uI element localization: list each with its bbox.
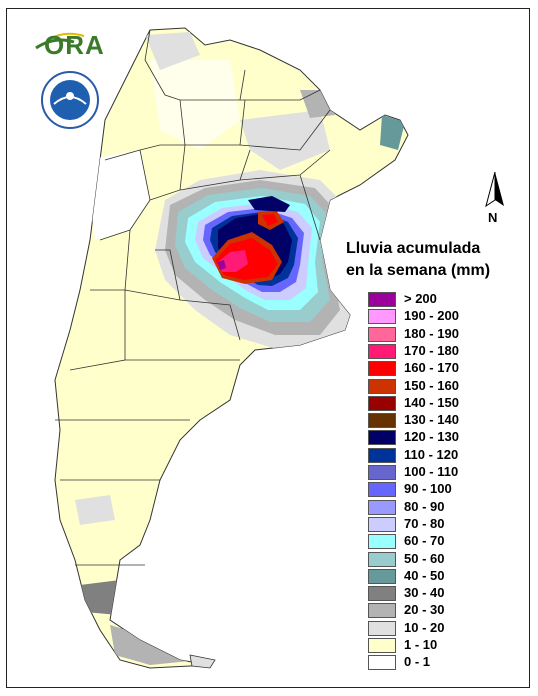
ora-logo-icon (35, 32, 85, 50)
legend-label: 180 - 190 (404, 325, 459, 341)
legend-label: 70 - 80 (404, 515, 445, 531)
legend-title-line-2: en la semana (mm) (346, 262, 491, 279)
legend-item: 100 - 110 (368, 463, 518, 483)
legend-item: 10 - 20 (368, 619, 518, 639)
legend-label: 100 - 110 (404, 464, 459, 479)
legend-label: 30 - 40 (404, 585, 445, 601)
legend-label: 60 - 70 (404, 533, 445, 549)
legend-label: 90 - 100 (404, 481, 452, 497)
rain-zone-0-1-north (150, 60, 240, 150)
north-arrow-icon (485, 171, 504, 208)
legend-item: 0 - 1 (368, 653, 518, 673)
legend-swatch (368, 326, 396, 342)
legend-label: 120 - 130 (404, 429, 459, 445)
legend-swatch (368, 447, 396, 463)
legend-swatch (368, 586, 396, 602)
north-arrow-label: N (488, 210, 498, 225)
legend-label: 170 - 180 (404, 342, 459, 358)
legend-item: 110 - 120 (368, 446, 518, 466)
rain-zone-160-170-north (262, 214, 278, 226)
legend-swatch (368, 413, 396, 429)
legend-item: 150 - 160 (368, 377, 518, 397)
legend-swatch (368, 343, 396, 359)
legend-swatch (368, 361, 396, 377)
legend-label: 40 - 50 (404, 567, 445, 583)
legend-swatch (368, 395, 396, 411)
legend-item: 180 - 190 (368, 325, 518, 345)
legend-swatch (368, 309, 396, 325)
legend-item: 20 - 30 (368, 601, 518, 621)
legend-label: 110 - 120 (404, 446, 459, 462)
legend-item: 140 - 150 (368, 394, 518, 414)
legend-item: 60 - 70 (368, 532, 518, 552)
legend-title: Lluvia acumulada en la semana (mm) (346, 238, 526, 282)
tierra-del-fuego (189, 654, 216, 669)
legend-label: 150 - 160 (404, 377, 459, 393)
legend-item: 170 - 180 (368, 342, 518, 362)
rain-zone-10-20-north (145, 32, 200, 70)
legend-item: 190 - 200 (368, 307, 518, 327)
rain-zone-0-1-northwest (85, 150, 150, 240)
province-borders (55, 29, 331, 566)
legend-swatch (368, 465, 396, 480)
legend-swatch (368, 292, 396, 307)
legend-swatch (368, 620, 396, 636)
legend-item: 160 - 170 (368, 359, 518, 379)
legend-item: 1 - 10 (368, 636, 518, 656)
rain-zone-20-30-northeast (240, 110, 330, 170)
legend-swatch (368, 499, 396, 515)
legend-label: 160 - 170 (404, 360, 459, 376)
legend-swatch (368, 378, 396, 394)
legend-swatch (368, 638, 396, 653)
legend-swatch (368, 603, 396, 619)
legend-item: 80 - 90 (368, 498, 518, 518)
legend-label: 190 - 200 (404, 308, 459, 324)
legend-item: > 200 (368, 290, 518, 310)
rain-zone-120-130-north (248, 196, 290, 212)
legend-item: 90 - 100 (368, 480, 518, 500)
legend-item: 130 - 140 (368, 411, 518, 431)
legend-label: 80 - 90 (404, 498, 445, 514)
legend-item: 40 - 50 (368, 567, 518, 587)
legend-label: 0 - 1 (404, 654, 431, 670)
legend-label: 1 - 10 (404, 637, 438, 652)
legend-swatch (368, 551, 396, 567)
legend-label: 20 - 30 (404, 602, 445, 618)
legend-item: 30 - 40 (368, 584, 518, 604)
legend-title-line-1: Lluvia acumulada (346, 240, 481, 257)
rain-zone-40-50-misiones (380, 115, 405, 150)
legend-swatch (368, 430, 396, 446)
rain-zone-south-gray (80, 580, 120, 615)
legend-label: 140 - 150 (404, 394, 459, 410)
legend-swatch (368, 534, 396, 550)
rain-zone-patagonia-light (75, 495, 115, 525)
rain-zone-over-200-center (218, 260, 226, 270)
legend-label: 50 - 60 (404, 550, 445, 566)
legend-label: 130 - 140 (404, 412, 459, 428)
legend-item: 50 - 60 (368, 550, 518, 570)
legend-item: 120 - 130 (368, 428, 518, 448)
smn-seal-icon (41, 71, 99, 129)
legend-swatch (368, 482, 396, 498)
legend-label: 10 - 20 (404, 619, 445, 635)
ora-logo-text: ORA (44, 30, 105, 60)
legend-item: 70 - 80 (368, 515, 518, 535)
legend-label: > 200 (404, 291, 437, 306)
legend-swatch (368, 568, 396, 584)
legend-swatch (368, 655, 396, 671)
legend-swatch (368, 516, 396, 532)
